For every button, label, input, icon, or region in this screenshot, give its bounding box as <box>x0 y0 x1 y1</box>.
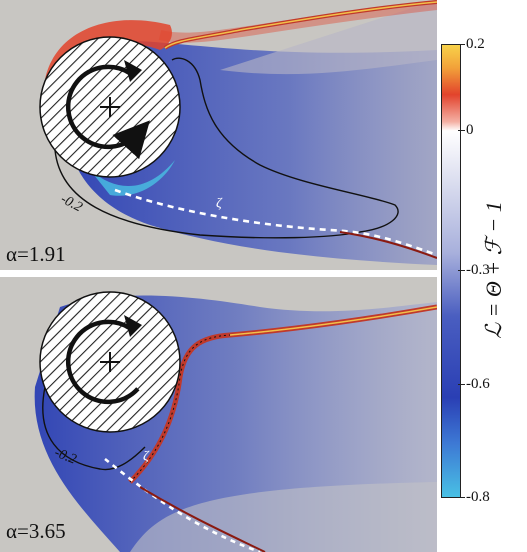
zeta-label: ζ <box>216 196 222 211</box>
zeta-curve <box>104 457 261 552</box>
colorbar-tick <box>458 384 465 385</box>
colorbar-tick <box>458 130 465 131</box>
colorbar-tick <box>458 270 465 271</box>
contour-line <box>42 386 146 471</box>
colorbar-tick-label: 0 <box>466 122 474 138</box>
colorbar <box>441 44 461 498</box>
panel-bottom-field <box>0 277 437 552</box>
colorbar-tick <box>458 497 465 498</box>
panel-top: -0.2 ζ α=1.91 <box>0 0 437 270</box>
colorbar-title: ℒ = Θ + ℱ − 1 <box>481 201 506 339</box>
rotation-arrowhead-icon <box>124 60 142 82</box>
colorbar-tick-label: 0.2 <box>466 36 485 52</box>
rotation-arrow-icon <box>65 319 140 405</box>
rotation-arrow-icon <box>65 64 150 160</box>
colorbar-tick-label: -0.3 <box>466 262 490 278</box>
zeta-label: ζ <box>143 449 149 464</box>
contour-line <box>54 57 399 239</box>
colorbar-tick <box>458 44 465 45</box>
colorbar-tick-label: -0.6 <box>466 376 490 392</box>
alpha-label: α=1.91 <box>6 242 66 266</box>
rotation-arrowhead-icon <box>124 315 142 337</box>
colorbar-tick-label: -0.8 <box>466 489 490 505</box>
panel-bottom: -0.2 ζ α=3.65 <box>0 277 437 552</box>
zeta-curve <box>114 188 437 257</box>
panel-top-field <box>0 0 437 270</box>
alpha-label: α=3.65 <box>6 519 66 543</box>
high-value-region <box>45 20 172 90</box>
